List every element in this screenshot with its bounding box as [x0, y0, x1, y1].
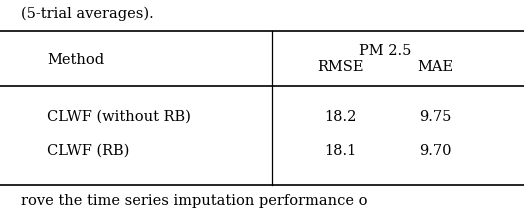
- Text: MAE: MAE: [417, 60, 453, 74]
- Text: 9.75: 9.75: [419, 110, 451, 124]
- Text: CLWF (without RB): CLWF (without RB): [47, 110, 191, 124]
- Text: RMSE: RMSE: [318, 60, 364, 74]
- Text: 18.2: 18.2: [324, 110, 357, 124]
- Text: Method: Method: [47, 53, 104, 67]
- Text: CLWF (RB): CLWF (RB): [47, 144, 129, 158]
- Text: (5-trial averages).: (5-trial averages).: [21, 6, 154, 21]
- Text: 9.70: 9.70: [419, 144, 451, 158]
- Text: rove the time series imputation performance o: rove the time series imputation performa…: [21, 194, 367, 208]
- Text: 18.1: 18.1: [324, 144, 357, 158]
- Text: PM 2.5: PM 2.5: [359, 44, 411, 58]
